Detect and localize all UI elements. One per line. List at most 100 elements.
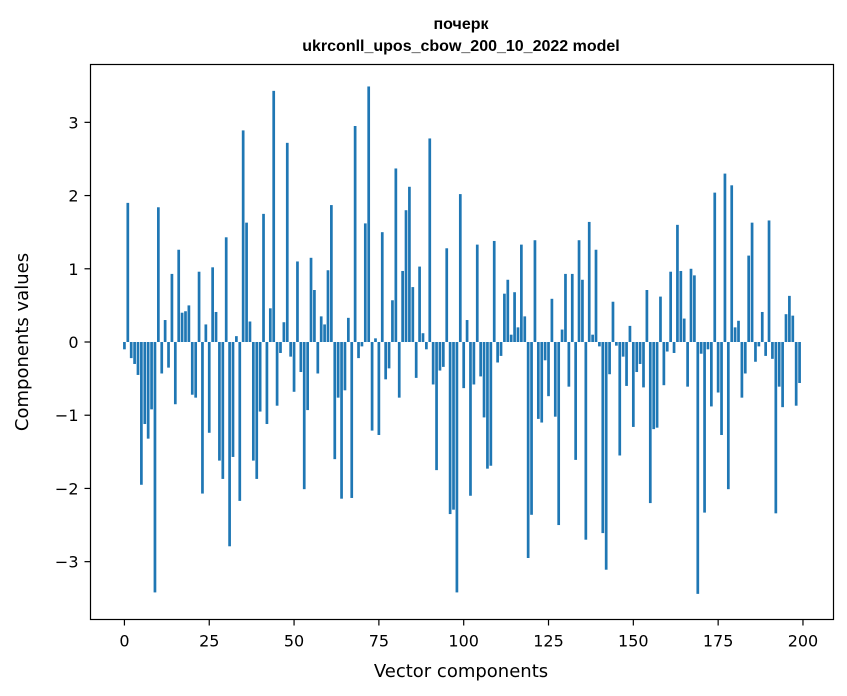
bar-component-150: [631, 342, 635, 427]
bar-component-49: [289, 342, 293, 357]
bar-component-156: [652, 342, 656, 430]
bar-component-109: [492, 240, 496, 342]
bar-component-195: [784, 314, 788, 342]
bar-component-10: [157, 207, 160, 342]
bar-component-83: [404, 210, 408, 342]
bar-component-7: [146, 342, 150, 439]
bar-component-174: [713, 192, 717, 342]
y-tick-label: 1: [68, 260, 78, 279]
bar-component-48: [285, 142, 289, 342]
bar-component-9: [153, 342, 157, 593]
bar-component-6: [143, 342, 147, 425]
bar-component-98: [455, 342, 459, 593]
bar-component-36: [245, 222, 248, 342]
y-tick-label: −1: [55, 406, 79, 425]
y-axis-label: Components values: [12, 253, 33, 431]
bar-component-91: [431, 342, 435, 385]
bar-component-160: [665, 342, 669, 352]
bar-component-17: [180, 312, 184, 342]
bar-component-117: [520, 244, 523, 342]
bar-component-178: [726, 342, 730, 490]
bar-component-154: [645, 290, 649, 342]
bar-component-59: [323, 324, 326, 342]
bar-component-82: [401, 270, 404, 342]
bar-component-169: [696, 342, 700, 594]
bar-component-39: [255, 342, 259, 479]
bar-component-131: [567, 342, 571, 387]
bar-component-138: [591, 334, 594, 342]
bar-component-72: [367, 86, 371, 342]
bar-component-135: [581, 279, 584, 342]
bar-component-143: [608, 342, 611, 375]
bar-component-47: [282, 322, 286, 342]
bar-component-190: [767, 220, 771, 342]
bar-component-22: [197, 271, 201, 342]
bar-component-35: [241, 130, 245, 342]
bar-component-124: [543, 342, 547, 361]
bar-component-40: [258, 342, 262, 412]
bar-component-78: [387, 342, 391, 369]
bar-component-167: [689, 268, 693, 342]
bar-component-66: [346, 317, 350, 342]
bar-component-52: [299, 342, 303, 373]
bar-component-96: [448, 342, 452, 515]
bar-component-163: [676, 224, 679, 342]
bar-component-127: [553, 342, 557, 417]
bar-component-58: [319, 316, 323, 342]
bar-component-183: [743, 342, 747, 374]
bar-component-95: [445, 248, 449, 342]
bar-component-189: [764, 342, 767, 356]
bar-component-113: [506, 279, 510, 342]
bar-component-12: [163, 320, 167, 342]
bar-component-170: [699, 342, 703, 354]
x-tick-label: 100: [448, 632, 479, 651]
bar-component-181: [737, 320, 740, 342]
bar-component-97: [452, 342, 455, 510]
bar-component-180: [733, 327, 737, 342]
x-tick-label: 175: [703, 632, 734, 651]
bar-component-79: [391, 300, 394, 342]
bar-component-157: [655, 342, 659, 428]
bar-component-29: [221, 342, 225, 479]
bar-component-179: [730, 185, 734, 342]
y-axis: −3 −2 −1 0 1 2 3: [55, 113, 91, 572]
bar-component-19: [187, 305, 191, 342]
bar-component-152: [638, 342, 642, 364]
bar-component-80: [394, 168, 398, 342]
bar-component-51: [296, 261, 299, 342]
y-tick-label: 2: [68, 187, 78, 206]
bar-component-69: [357, 342, 360, 359]
bar-component-74: [374, 338, 377, 342]
bar-component-76: [380, 232, 384, 342]
bar-component-90: [428, 138, 432, 342]
bar-component-116: [516, 327, 520, 342]
bar-component-198: [794, 342, 798, 406]
x-tick-label: 75: [369, 632, 389, 651]
bar-component-142: [604, 342, 608, 570]
bar-component-120: [530, 342, 533, 515]
x-tick-label: 50: [284, 632, 304, 651]
bar-component-107: [486, 342, 489, 469]
chart-title-line-1: почерк: [433, 16, 489, 33]
bar-component-99: [458, 194, 462, 342]
bar-component-62: [333, 342, 337, 460]
bar-component-31: [228, 342, 231, 547]
bar-component-85: [411, 287, 415, 342]
bar-component-14: [170, 273, 174, 342]
bar-component-70: [360, 342, 364, 347]
bar-component-148: [625, 342, 628, 386]
bar-component-133: [574, 342, 578, 460]
bar-component-103: [472, 342, 476, 385]
bar-component-151: [635, 342, 639, 373]
bar-component-27: [214, 311, 218, 342]
bar-component-38: [251, 342, 255, 461]
bar-component-166: [686, 342, 689, 387]
bar-component-134: [577, 240, 581, 342]
bar-component-84: [408, 186, 411, 342]
bar-component-110: [496, 342, 499, 363]
x-tick-label: 125: [533, 632, 564, 651]
bar-component-114: [509, 334, 513, 342]
x-tick-label: 25: [199, 632, 219, 651]
x-axis: 0 25 50 75 100 125 150 175 200: [119, 619, 819, 651]
x-tick-label: 200: [788, 632, 819, 651]
